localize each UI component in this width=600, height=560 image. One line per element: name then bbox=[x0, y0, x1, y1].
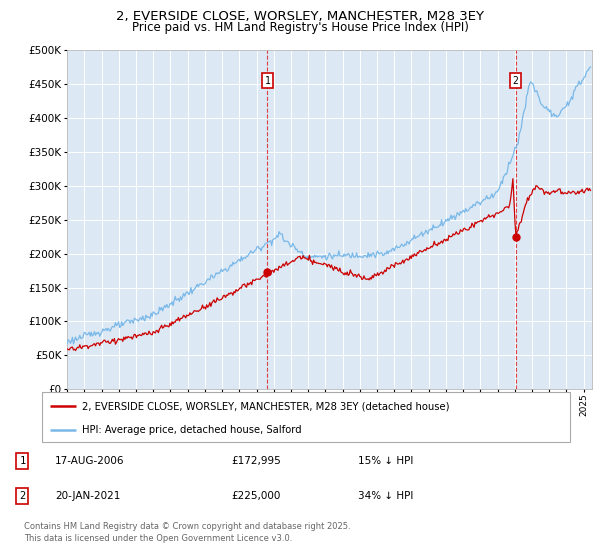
Text: 17-AUG-2006: 17-AUG-2006 bbox=[55, 456, 125, 466]
Text: Contains HM Land Registry data © Crown copyright and database right 2025.
This d: Contains HM Land Registry data © Crown c… bbox=[24, 522, 350, 543]
Text: 20-JAN-2021: 20-JAN-2021 bbox=[55, 491, 121, 501]
Text: 34% ↓ HPI: 34% ↓ HPI bbox=[358, 491, 413, 501]
Text: £172,995: £172,995 bbox=[231, 456, 281, 466]
Text: £225,000: £225,000 bbox=[231, 491, 280, 501]
Text: Price paid vs. HM Land Registry's House Price Index (HPI): Price paid vs. HM Land Registry's House … bbox=[131, 21, 469, 34]
Text: 2: 2 bbox=[19, 491, 25, 501]
Text: 1: 1 bbox=[265, 76, 271, 86]
Text: 2, EVERSIDE CLOSE, WORSLEY, MANCHESTER, M28 3EY: 2, EVERSIDE CLOSE, WORSLEY, MANCHESTER, … bbox=[116, 10, 484, 23]
Text: HPI: Average price, detached house, Salford: HPI: Average price, detached house, Salf… bbox=[82, 425, 301, 435]
Text: 2: 2 bbox=[512, 76, 518, 86]
Text: 15% ↓ HPI: 15% ↓ HPI bbox=[358, 456, 413, 466]
Text: 2, EVERSIDE CLOSE, WORSLEY, MANCHESTER, M28 3EY (detached house): 2, EVERSIDE CLOSE, WORSLEY, MANCHESTER, … bbox=[82, 401, 449, 411]
Text: 1: 1 bbox=[19, 456, 25, 466]
